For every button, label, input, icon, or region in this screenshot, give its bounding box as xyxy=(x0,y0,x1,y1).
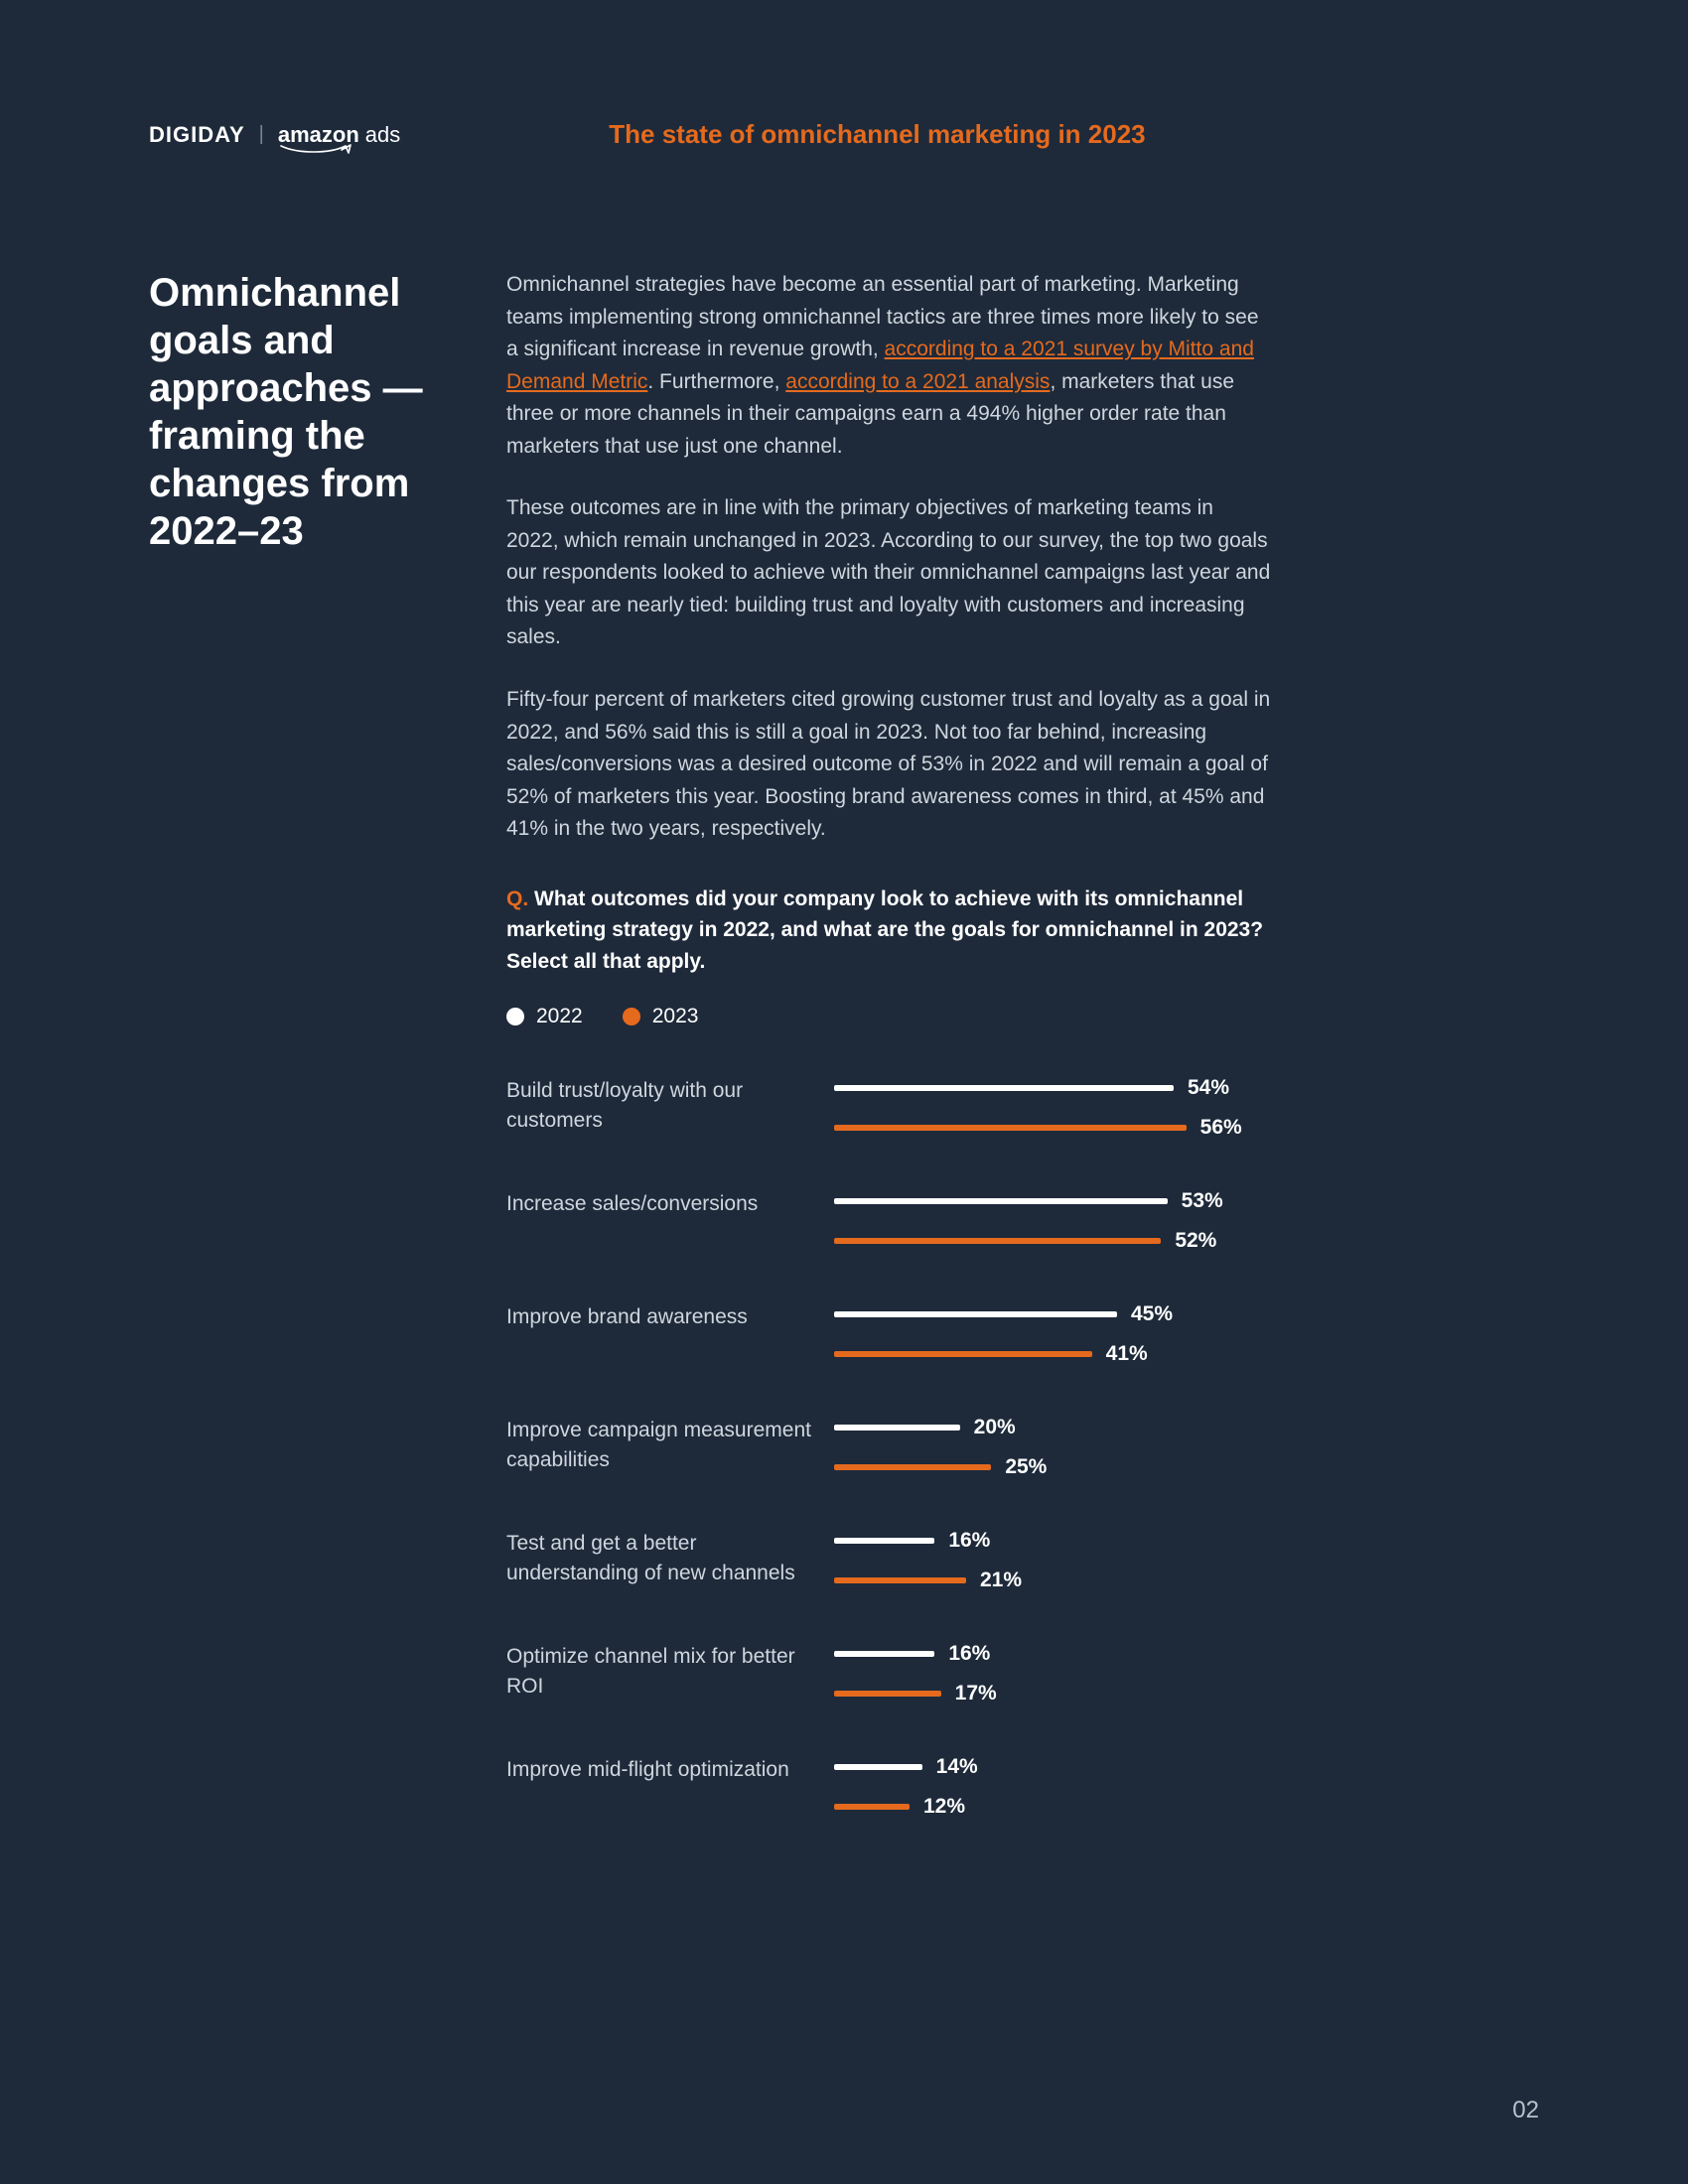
ads-word: ads xyxy=(365,122,400,148)
header: DIGIDAY | amazon ads The state of omnich… xyxy=(149,119,1539,150)
chart-row-bars: 20% 25% xyxy=(834,1416,1261,1479)
bar-2022-line: 16% xyxy=(834,1642,1261,1666)
section-heading: Omnichannel goals and approaches — frami… xyxy=(149,269,487,555)
chart-row: Improve campaign measurement capabilitie… xyxy=(506,1416,1271,1479)
page-number: 02 xyxy=(1512,2097,1539,2124)
bar-2023-value: 21% xyxy=(980,1569,1022,1592)
bar-2023-line: 52% xyxy=(834,1229,1261,1253)
bar-2023 xyxy=(834,1238,1161,1244)
bar-2022 xyxy=(834,1085,1174,1091)
bar-2023-line: 21% xyxy=(834,1569,1261,1592)
survey-question: Q. What outcomes did your company look t… xyxy=(506,884,1271,978)
q-prefix: Q. xyxy=(506,887,528,910)
chart-row-label: Improve brand awareness xyxy=(506,1302,814,1331)
bar-2022-line: 45% xyxy=(834,1302,1261,1326)
link-2021-analysis[interactable]: according to a 2021 analysis xyxy=(785,370,1050,393)
chart-row: Build trust/loyalty with our customers 54… xyxy=(506,1076,1271,1140)
bar-2022-value: 54% xyxy=(1188,1076,1229,1100)
bar-2023-line: 56% xyxy=(834,1116,1261,1140)
legend-dot-2022 xyxy=(506,1008,524,1025)
legend-label-2023: 2023 xyxy=(652,1005,699,1028)
q-text: What outcomes did your company look to a… xyxy=(506,887,1263,973)
bar-2022-value: 16% xyxy=(948,1529,990,1553)
bar-2022-value: 14% xyxy=(936,1755,978,1779)
legend-label-2022: 2022 xyxy=(536,1005,583,1028)
chart-row-label: Increase sales/conversions xyxy=(506,1189,814,1218)
bar-2022-line: 20% xyxy=(834,1416,1261,1439)
bar-2023 xyxy=(834,1804,910,1810)
chart-row-label: Improve mid-flight optimization xyxy=(506,1755,814,1784)
bar-2023-value: 17% xyxy=(955,1682,997,1706)
chart-row-label: Optimize channel mix for better ROI xyxy=(506,1642,814,1701)
chart-row-bars: 53% 52% xyxy=(834,1189,1261,1253)
bar-2022-line: 54% xyxy=(834,1076,1261,1100)
bar-2023-line: 25% xyxy=(834,1455,1261,1479)
paragraph-3: Fifty-four percent of marketers cited gr… xyxy=(506,684,1271,846)
chart-row-bars: 16% 17% xyxy=(834,1642,1261,1706)
bar-2023-value: 56% xyxy=(1200,1116,1242,1140)
bar-2022-line: 53% xyxy=(834,1189,1261,1213)
chart-row-label: Improve campaign measurement capabilitie… xyxy=(506,1416,814,1474)
bar-2022-value: 53% xyxy=(1182,1189,1223,1213)
outcomes-chart: Build trust/loyalty with our customers 54… xyxy=(506,1076,1271,1819)
bar-2023-line: 41% xyxy=(834,1342,1261,1366)
bar-2023-value: 25% xyxy=(1005,1455,1047,1479)
p1-mid: . Furthermore, xyxy=(647,370,785,393)
body-grid: Omnichannel goals and approaches — frami… xyxy=(149,269,1539,1819)
paragraph-2: These outcomes are in line with the prim… xyxy=(506,492,1271,654)
bar-2022 xyxy=(834,1538,934,1544)
chart-legend: 2022 2023 xyxy=(506,1005,1271,1028)
chart-row-label: Build trust/loyalty with our customers xyxy=(506,1076,814,1135)
amazon-word: amazon xyxy=(278,122,359,148)
chart-row-label: Test and get a better understanding of n… xyxy=(506,1529,814,1587)
legend-dot-2023 xyxy=(623,1008,640,1025)
bar-2022 xyxy=(834,1425,960,1431)
chart-row: Optimize channel mix for better ROI 16% 17… xyxy=(506,1642,1271,1706)
bar-2022-value: 16% xyxy=(948,1642,990,1666)
chart-row: Test and get a better understanding of n… xyxy=(506,1529,1271,1592)
logo-divider: | xyxy=(259,123,264,146)
legend-2023: 2023 xyxy=(623,1005,699,1028)
digiday-logo: DIGIDAY xyxy=(149,122,245,148)
right-col: Omnichannel strategies have become an es… xyxy=(506,269,1271,1819)
bar-2022-value: 45% xyxy=(1131,1302,1173,1326)
left-col: Omnichannel goals and approaches — frami… xyxy=(149,269,487,1819)
bar-2022 xyxy=(834,1198,1168,1204)
bar-2023 xyxy=(834,1125,1187,1131)
chart-row: Increase sales/conversions 53% 52% xyxy=(506,1189,1271,1253)
bar-2023 xyxy=(834,1691,941,1697)
report-title: The state of omnichannel marketing in 20… xyxy=(609,119,1145,150)
chart-row-bars: 45% 41% xyxy=(834,1302,1261,1366)
chart-row: Improve brand awareness 45% 41% xyxy=(506,1302,1271,1366)
legend-2022: 2022 xyxy=(506,1005,583,1028)
chart-row: Improve mid-flight optimization 14% 12% xyxy=(506,1755,1271,1819)
chart-row-bars: 14% 12% xyxy=(834,1755,1261,1819)
paragraph-1: Omnichannel strategies have become an es… xyxy=(506,269,1271,463)
amazon-ads-logo: amazon ads xyxy=(278,122,400,148)
bar-2023 xyxy=(834,1464,991,1470)
bar-2022 xyxy=(834,1764,922,1770)
chart-row-bars: 16% 21% xyxy=(834,1529,1261,1592)
bar-2022-line: 16% xyxy=(834,1529,1261,1553)
bar-2023-value: 41% xyxy=(1106,1342,1148,1366)
bar-2022 xyxy=(834,1651,934,1657)
bar-2023 xyxy=(834,1351,1092,1357)
bar-2023-value: 52% xyxy=(1175,1229,1216,1253)
chart-row-bars: 54% 56% xyxy=(834,1076,1261,1140)
bar-2022-value: 20% xyxy=(974,1416,1016,1439)
bar-2023-line: 12% xyxy=(834,1795,1261,1819)
bar-2022-line: 14% xyxy=(834,1755,1261,1779)
bar-2022 xyxy=(834,1311,1117,1317)
logo-group: DIGIDAY | amazon ads xyxy=(149,122,400,148)
bar-2023 xyxy=(834,1577,966,1583)
bar-2023-value: 12% xyxy=(923,1795,965,1819)
bar-2023-line: 17% xyxy=(834,1682,1261,1706)
amazon-swoosh-icon xyxy=(280,144,352,154)
page: DIGIDAY | amazon ads The state of omnich… xyxy=(0,0,1688,2184)
